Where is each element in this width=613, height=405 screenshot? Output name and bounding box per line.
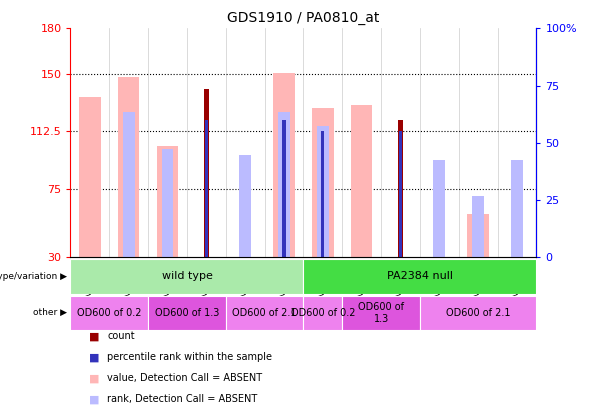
Bar xyxy=(398,120,403,257)
Text: percentile rank within the sample: percentile rank within the sample xyxy=(107,352,272,362)
Text: OD600 of 2.1: OD600 of 2.1 xyxy=(232,308,297,318)
Bar xyxy=(273,72,295,257)
Bar xyxy=(79,97,101,257)
Text: other ▶: other ▶ xyxy=(34,308,67,318)
Bar xyxy=(205,120,208,257)
Text: ■: ■ xyxy=(89,352,99,362)
Text: wild type: wild type xyxy=(162,271,212,281)
Text: PA2384 null: PA2384 null xyxy=(387,271,453,281)
Text: rank, Detection Call = ABSENT: rank, Detection Call = ABSENT xyxy=(107,394,257,404)
Bar xyxy=(70,259,303,294)
Text: count: count xyxy=(107,331,135,341)
Text: OD600 of 2.1: OD600 of 2.1 xyxy=(446,308,511,318)
Bar xyxy=(204,90,209,257)
Text: ■: ■ xyxy=(89,373,99,383)
Bar xyxy=(312,108,333,257)
Bar xyxy=(157,146,178,257)
Text: OD600 of 0.2: OD600 of 0.2 xyxy=(291,308,355,318)
Bar xyxy=(468,215,489,257)
Bar xyxy=(317,126,329,257)
Text: genotype/variation ▶: genotype/variation ▶ xyxy=(0,272,67,281)
Bar xyxy=(226,296,303,330)
Bar xyxy=(342,296,420,330)
Bar xyxy=(239,155,251,257)
Bar xyxy=(472,196,484,257)
Bar xyxy=(351,104,372,257)
Text: value, Detection Call = ABSENT: value, Detection Call = ABSENT xyxy=(107,373,262,383)
Bar xyxy=(162,149,173,257)
Bar xyxy=(303,296,342,330)
Bar xyxy=(70,296,148,330)
Bar xyxy=(278,112,290,257)
Text: ■: ■ xyxy=(89,394,99,404)
Bar xyxy=(420,296,536,330)
Bar xyxy=(123,112,134,257)
Bar xyxy=(148,296,226,330)
Text: OD600 of
1.3: OD600 of 1.3 xyxy=(358,302,404,324)
Bar xyxy=(321,130,324,257)
Bar xyxy=(283,120,286,257)
Bar xyxy=(511,160,523,257)
Title: GDS1910 / PA0810_at: GDS1910 / PA0810_at xyxy=(227,11,379,25)
Bar xyxy=(399,130,402,257)
Text: OD600 of 1.3: OD600 of 1.3 xyxy=(154,308,219,318)
Bar xyxy=(303,259,536,294)
Text: ■: ■ xyxy=(89,331,99,341)
Bar xyxy=(433,160,445,257)
Text: OD600 of 0.2: OD600 of 0.2 xyxy=(77,308,142,318)
Bar xyxy=(118,77,139,257)
